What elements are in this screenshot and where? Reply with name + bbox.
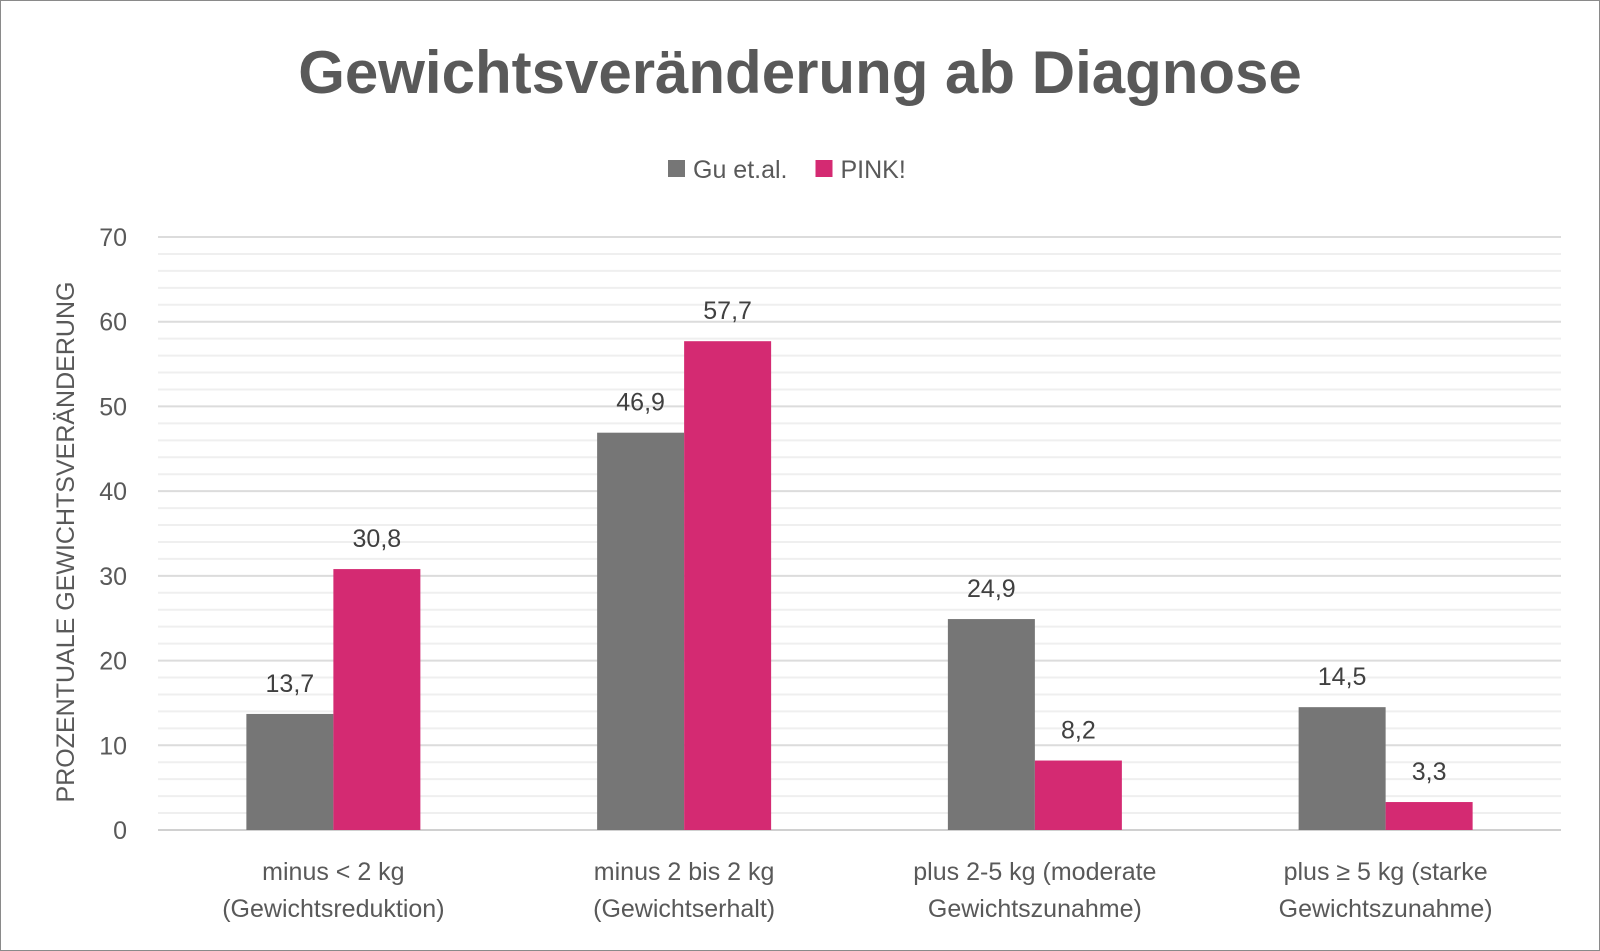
y-tick-label: 30 xyxy=(99,563,127,591)
data-label: 46,9 xyxy=(616,389,665,417)
bar-pink-3 xyxy=(1385,802,1473,830)
x-category-label: minus < 2 kg xyxy=(262,858,404,886)
y-tick-label: 50 xyxy=(99,393,127,421)
x-category-label: Gewichtszunahme) xyxy=(928,895,1142,923)
data-label: 14,5 xyxy=(1318,663,1367,691)
data-label: 30,8 xyxy=(353,525,402,553)
legend-label: Gu et.al. xyxy=(693,156,788,184)
x-category-label: (Gewichtserhalt) xyxy=(593,895,775,923)
data-label: 13,7 xyxy=(266,670,315,698)
legend-swatch xyxy=(668,160,685,177)
x-category-label: plus ≥ 5 kg (starke xyxy=(1284,858,1488,886)
legend: Gu et.al. PINK! xyxy=(668,156,906,184)
bars: 13,7 30,8 46,9 57,7 24,9 8,2 14,5 3,3 xyxy=(246,297,1473,830)
legend-label: PINK! xyxy=(841,156,906,184)
y-tick-label: 60 xyxy=(99,309,127,337)
data-label: 3,3 xyxy=(1412,758,1447,786)
data-label: 57,7 xyxy=(703,297,752,325)
bar-pink-1 xyxy=(684,341,772,830)
y-tick-label: 40 xyxy=(99,478,127,506)
legend-swatch xyxy=(815,160,833,177)
bar-gu-et-al-2 xyxy=(947,619,1035,830)
y-tick-label: 70 xyxy=(99,224,127,252)
y-tick-label: 20 xyxy=(99,648,127,676)
x-category-label: (Gewichtsreduktion) xyxy=(222,895,444,923)
bar-gu-et-al-0 xyxy=(246,713,334,830)
y-tick-label: 10 xyxy=(99,732,127,760)
bar-gu-et-al-3 xyxy=(1298,707,1386,830)
y-axis-label: PROZENTUALE GEWICHTSVERÄNDERUNG xyxy=(52,282,80,803)
bar-pink-0 xyxy=(333,569,421,830)
x-category-label: Gewichtszunahme) xyxy=(1279,895,1493,923)
x-category-label: minus 2 bis 2 kg xyxy=(594,858,775,886)
bar-gu-et-al-1 xyxy=(597,432,685,830)
bar-pink-2 xyxy=(1034,760,1122,830)
y-tick-label: 0 xyxy=(113,817,127,845)
x-categories: minus < 2 kg (Gewichtsreduktion) minus 2 b… xyxy=(222,858,1492,923)
y-ticks: 0 10 20 30 40 50 60 70 xyxy=(99,224,127,845)
x-category-label: plus 2-5 kg (moderate xyxy=(913,858,1156,886)
data-label: 8,2 xyxy=(1061,717,1096,745)
chart-title: Gewichtsveränderung ab Diagnose xyxy=(298,39,1302,106)
data-label: 24,9 xyxy=(967,575,1016,603)
